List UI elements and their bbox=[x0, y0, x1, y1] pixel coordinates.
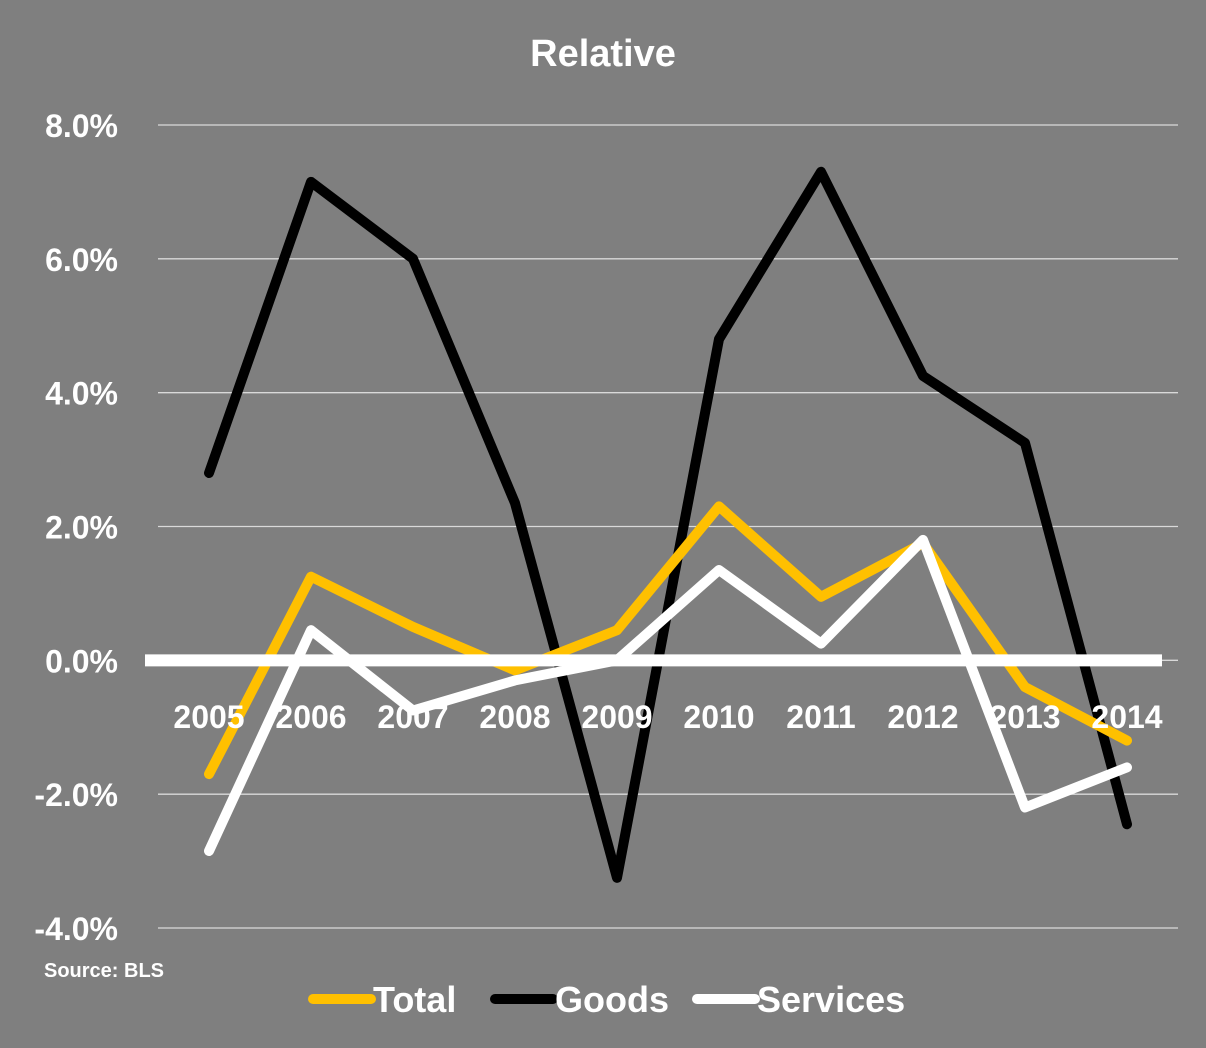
y-tick-label: 4.0% bbox=[45, 376, 118, 412]
x-tick-label: 2005 bbox=[173, 699, 244, 735]
x-tick-label: 2014 bbox=[1091, 699, 1162, 735]
y-tick-label: 2.0% bbox=[45, 510, 118, 546]
series-lines bbox=[204, 166, 1132, 883]
x-axis-tick-labels: 2005 2006 2007 2008 2009 2010 2011 2012 2013 2014 bbox=[173, 699, 1162, 735]
series-line-goods bbox=[204, 166, 1132, 883]
x-tick-label: 2013 bbox=[989, 699, 1060, 735]
legend-item-goods: Goods bbox=[490, 979, 669, 1020]
x-tick-label: 2010 bbox=[683, 699, 754, 735]
legend-label: Total bbox=[373, 979, 456, 1020]
x-tick-label: 2006 bbox=[275, 699, 346, 735]
series-line-total bbox=[204, 501, 1132, 780]
chart-title: Relative bbox=[530, 33, 676, 75]
source-note: Source: BLS bbox=[44, 960, 164, 982]
legend-item-services: Services bbox=[692, 979, 905, 1020]
legend-label: Goods bbox=[555, 979, 669, 1020]
x-tick-label: 2011 bbox=[786, 699, 855, 735]
x-tick-label: 2008 bbox=[479, 699, 550, 735]
x-tick-label: 2012 bbox=[887, 699, 958, 735]
x-tick-label: 2007 bbox=[377, 699, 448, 735]
series-line-services bbox=[204, 534, 1132, 856]
y-tick-label: -4.0% bbox=[34, 911, 118, 947]
y-axis-tick-labels: -4.0% -2.0% 0.0% 2.0% 4.0% 6.0% 8.0% bbox=[34, 108, 118, 947]
y-tick-label: 6.0% bbox=[45, 242, 118, 278]
x-tick-label: 2009 bbox=[581, 699, 652, 735]
y-tick-label: 0.0% bbox=[45, 643, 118, 679]
legend: Total Goods Services bbox=[308, 979, 905, 1020]
legend-label: Services bbox=[757, 979, 905, 1020]
legend-item-total: Total bbox=[308, 979, 456, 1020]
y-tick-label: -2.0% bbox=[34, 777, 118, 813]
y-tick-label: 8.0% bbox=[45, 108, 118, 144]
